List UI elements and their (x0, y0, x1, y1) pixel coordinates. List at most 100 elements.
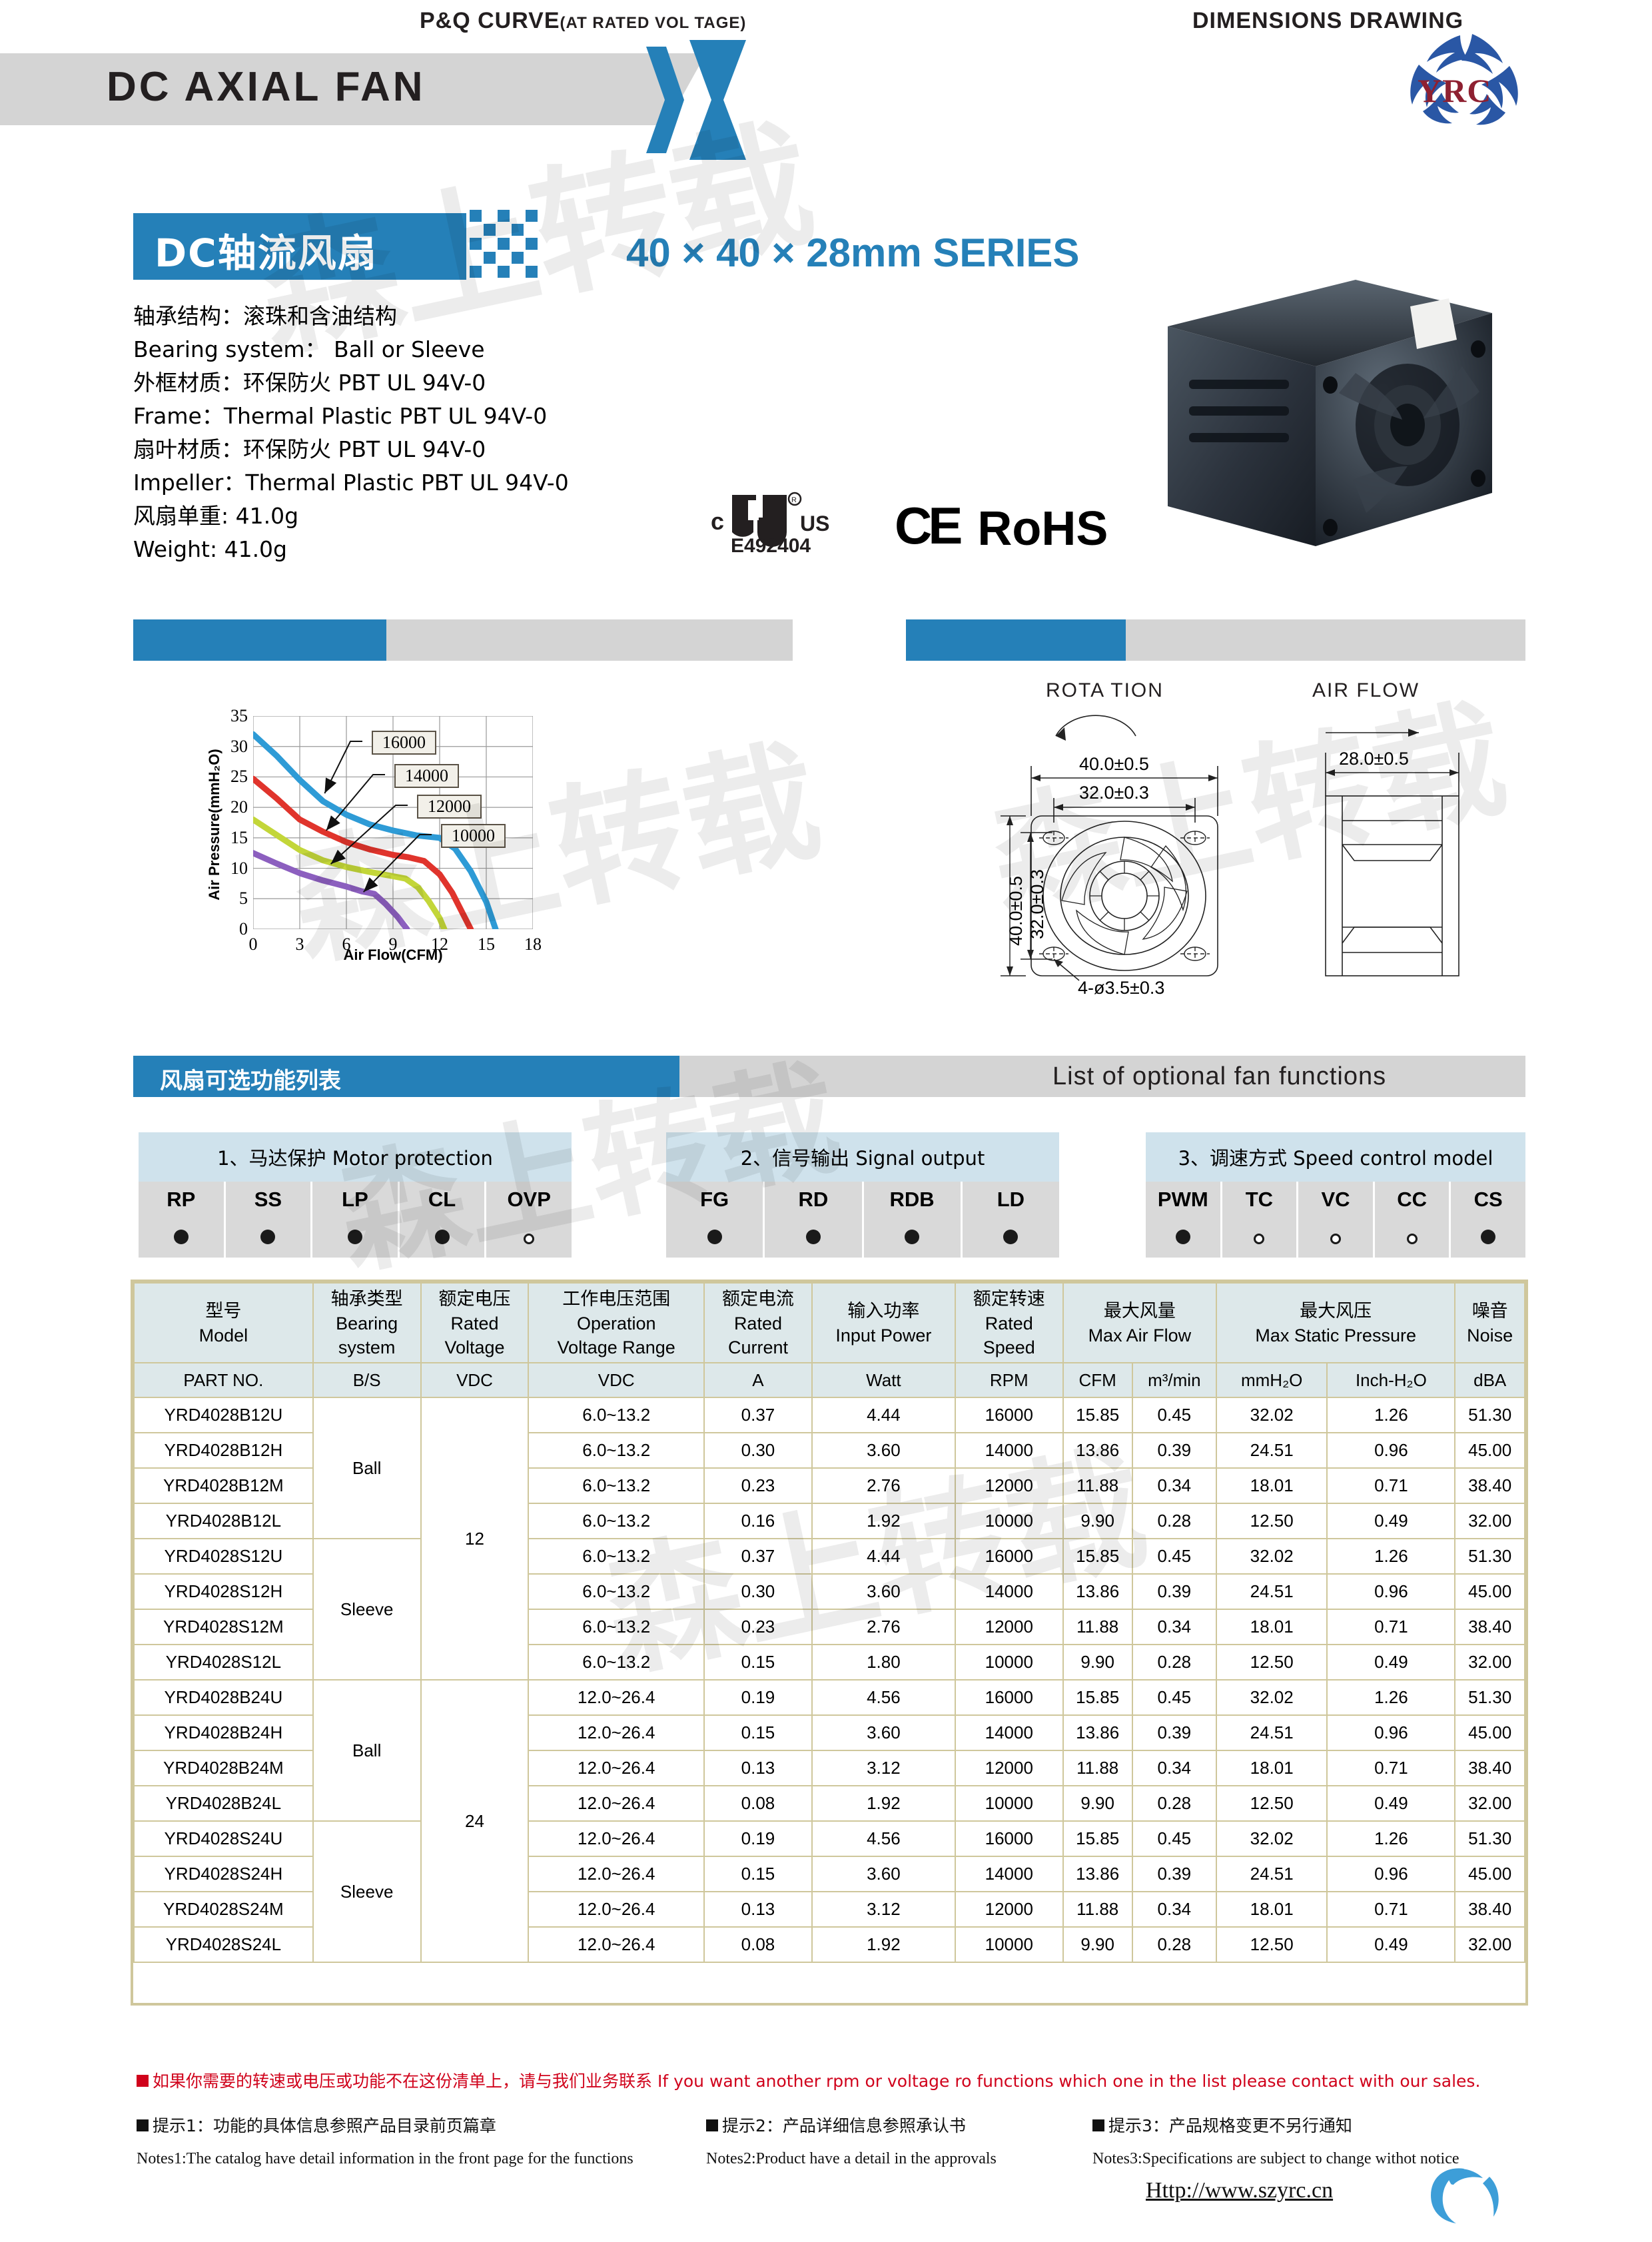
cell-input-power: 3.12 (811, 1750, 956, 1786)
function-code-rdb[interactable]: RDB (863, 1182, 963, 1218)
table-row[interactable]: YRD4028B12M 6.0~13.2 0.23 2.76 12000 11.88 0.3… (133, 1467, 1525, 1504)
cell-voltage-range: 6.0~13.2 (528, 1467, 705, 1504)
function-code-fg[interactable]: FG (666, 1182, 765, 1218)
cell-rated-speed: 12000 (954, 1609, 1064, 1645)
cell-rated-current: 0.30 (703, 1573, 813, 1610)
cell-noise: 45.00 (1454, 1573, 1525, 1610)
function-state-cc[interactable] (1374, 1218, 1451, 1258)
table-row[interactable]: YRD4028S24L 12.0~26.4 0.08 1.92 10000 9.90 0.2… (133, 1926, 1525, 1963)
cell-rated-current: 0.08 (703, 1785, 813, 1822)
function-code-tc[interactable]: TC (1222, 1182, 1299, 1218)
function-state-pwm[interactable] (1146, 1218, 1222, 1258)
table-row[interactable]: YRD4028B12L 6.0~13.2 0.16 1.92 10000 9.90 0.28… (133, 1503, 1525, 1539)
function-state-ss[interactable] (225, 1218, 313, 1258)
function-state-tc[interactable] (1222, 1218, 1299, 1258)
cell-mmh2o: 24.51 (1215, 1714, 1328, 1751)
function-state-ovp[interactable] (486, 1218, 572, 1258)
cell-inch-h2o: 1.26 (1326, 1538, 1456, 1575)
cell-input-power: 4.44 (811, 1397, 956, 1433)
table-row[interactable]: YRD4028S24M 12.0~26.4 0.13 3.12 12000 11.88 0.… (133, 1891, 1525, 1928)
chart-callout-label: 14000 (394, 764, 459, 788)
cell-inch-h2o: 0.49 (1326, 1926, 1456, 1963)
cell-voltage-range: 6.0~13.2 (528, 1432, 705, 1469)
cell-m3min: 0.28 (1131, 1644, 1217, 1681)
dim-height-outer: 40.0±0.5 (1006, 876, 1026, 946)
cell-noise: 38.40 (1454, 1750, 1525, 1786)
chart-y-tick: 15 (230, 827, 248, 847)
cell-cfm: 9.90 (1062, 1503, 1133, 1539)
function-state-vc[interactable] (1298, 1218, 1375, 1258)
function-state-rp[interactable] (139, 1218, 226, 1258)
cell-m3min: 0.28 (1131, 1503, 1217, 1539)
cell-mmh2o: 32.02 (1215, 1679, 1328, 1716)
airflow-caption: AIR FLOW (1312, 679, 1420, 701)
cell-inch-h2o: 0.49 (1326, 1644, 1456, 1681)
function-state-fg[interactable] (666, 1218, 765, 1258)
table-subheader-cell: Watt (811, 1362, 956, 1398)
cell-rated-speed: 10000 (954, 1503, 1064, 1539)
function-code-ss[interactable]: SS (225, 1182, 313, 1218)
svg-text:R: R (791, 496, 797, 504)
function-code-cs[interactable]: CS (1451, 1182, 1525, 1218)
function-state-rd[interactable] (765, 1218, 864, 1258)
table-row[interactable]: YRD4028S12U Sleeve 6.0~13.2 0.37 4.44 16000 15… (133, 1538, 1525, 1681)
function-code-vc[interactable]: VC (1298, 1182, 1375, 1218)
table-row[interactable]: YRD4028B24L 12.0~26.4 0.08 1.92 10000 9.90 0.2… (133, 1785, 1525, 1822)
table-row[interactable]: YRD4028B24H 12.0~26.4 0.15 3.60 14000 13.86 0.… (133, 1714, 1525, 1751)
function-code-rp[interactable]: RP (139, 1182, 226, 1218)
function-code-pwm[interactable]: PWM (1146, 1182, 1222, 1218)
state-filled-dot-icon (1003, 1230, 1019, 1244)
checker-tile (470, 238, 482, 250)
table-row[interactable]: YRD4028S24U Sleeve 12.0~26.4 0.19 4.56 16000 1… (133, 1820, 1525, 1963)
table-subheader-cell: mmH₂O (1215, 1362, 1328, 1398)
chart-y-tick: 0 (239, 919, 248, 938)
cell-noise: 51.30 (1454, 1820, 1525, 1857)
function-state-lp[interactable] (312, 1218, 400, 1258)
table-row[interactable]: YRD4028S12L 6.0~13.2 0.15 1.80 10000 9.90 0.28… (133, 1644, 1525, 1681)
function-code-cc[interactable]: CC (1374, 1182, 1451, 1218)
cell-bearing: Sleeve (312, 1538, 422, 1681)
dim-width-hole: 32.0±0.3 (1079, 783, 1149, 803)
dim-section-label-en: DIMENSIONS DRAWING (1192, 8, 1464, 33)
table-row[interactable]: YRD4028S24H 12.0~26.4 0.15 3.60 14000 13.86 0.… (133, 1856, 1525, 1892)
table-row[interactable]: YRD4028B24M 12.0~26.4 0.13 3.12 12000 11.88 0.… (133, 1750, 1525, 1786)
cell-cfm: 11.88 (1062, 1609, 1133, 1645)
cell-mmh2o: 12.50 (1215, 1926, 1328, 1963)
th-model: 型号 Model (133, 1282, 314, 1363)
cell-voltage-range: 12.0~26.4 (528, 1679, 705, 1716)
function-code-ld[interactable]: LD (962, 1182, 1059, 1218)
function-state-rdb[interactable] (863, 1218, 963, 1258)
table-row[interactable]: YRD4028S12H 6.0~13.2 0.30 3.60 14000 13.86 0.3… (133, 1573, 1525, 1610)
cell-cfm: 15.85 (1062, 1538, 1133, 1575)
table-row[interactable]: YRD4028B12U Ball 12 6.0~13.2 0.37 4.44 16000 15… (133, 1397, 1525, 1681)
function-state-cs[interactable] (1451, 1218, 1525, 1258)
cell-rated-current: 0.37 (703, 1538, 813, 1575)
cell-m3min: 0.39 (1131, 1432, 1217, 1469)
function-code-ovp[interactable]: OVP (486, 1182, 572, 1218)
website-url[interactable]: Http://www.szyrc.cn (1146, 2178, 1334, 2203)
cell-inch-h2o: 0.96 (1326, 1573, 1456, 1610)
dim-section-blue-bar (906, 619, 1126, 661)
function-state-ld[interactable] (962, 1218, 1059, 1258)
th-noise: 噪音 Noise (1454, 1282, 1525, 1363)
rotation-caption: ROTA TION (1046, 679, 1164, 701)
cell-model: YRD4028S12U (133, 1538, 314, 1575)
cell-bearing: Sleeve (312, 1820, 422, 1963)
function-code-lp[interactable]: LP (312, 1182, 400, 1218)
function-code-cl[interactable]: CL (399, 1182, 487, 1218)
table-row[interactable]: YRD4028B24U Ball 24 12.0~26.4 0.19 4.56 16000 1… (133, 1679, 1525, 1963)
table-row[interactable]: YRD4028B12H 6.0~13.2 0.30 3.60 14000 13.86 0.3… (133, 1432, 1525, 1469)
cell-rated-speed: 14000 (954, 1432, 1064, 1469)
cell-noise: 32.00 (1454, 1785, 1525, 1822)
page-number-badge: 029 (1426, 2165, 1505, 2225)
table-row[interactable]: YRD4028S12M 6.0~13.2 0.23 2.76 12000 11.88 0.3… (133, 1609, 1525, 1645)
function-state-cl[interactable] (399, 1218, 487, 1258)
cell-model: YRD4028B24M (133, 1750, 314, 1786)
table-head: 型号 Model 轴承类型 Bearing system 额定电压 Rated Volta… (133, 1282, 1525, 1398)
table-subheader-cell: CFM (1062, 1362, 1133, 1398)
cell-inch-h2o: 0.49 (1326, 1785, 1456, 1822)
function-code-rd[interactable]: RD (765, 1182, 864, 1218)
cell-m3min: 0.28 (1131, 1785, 1217, 1822)
chevron-decoration-icon (646, 40, 746, 160)
fn-section-label-cn: 风扇可选功能列表 (160, 1068, 341, 1094)
